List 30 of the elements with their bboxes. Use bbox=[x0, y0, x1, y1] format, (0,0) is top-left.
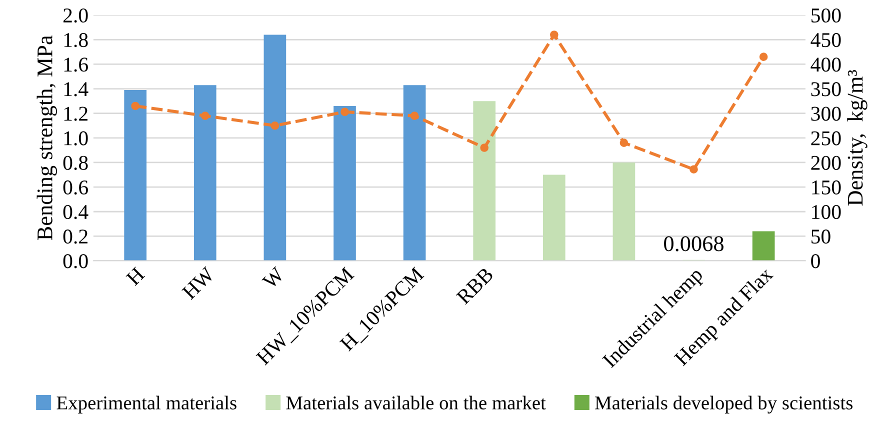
y-tick-label: 0.2 bbox=[63, 230, 88, 244]
legend-label: Materials available on the market bbox=[286, 396, 546, 410]
y2-tick-label: 150 bbox=[812, 180, 841, 194]
y-axis-title: Bending strength, MPa bbox=[36, 35, 57, 240]
legend-label: Materials developed by scientists bbox=[595, 396, 853, 414]
y2-tick-label: 250 bbox=[811, 131, 841, 146]
x-tick-label: H bbox=[126, 266, 146, 286]
y2-tick-label: 350 bbox=[811, 82, 841, 96]
y2-tick-label: 0 bbox=[811, 254, 820, 268]
y2-tick-label: 100 bbox=[812, 204, 841, 220]
y-tick-label: 1.0 bbox=[64, 131, 88, 146]
y2-tick-label: 200 bbox=[811, 156, 841, 170]
y-tick-label: 0.8 bbox=[63, 156, 88, 170]
y-tick-label: 1.2 bbox=[64, 106, 88, 121]
y-tick-label: 2.0 bbox=[63, 8, 88, 23]
y-tick-label: 0.4 bbox=[63, 204, 88, 220]
y-tick-label: 1.4 bbox=[64, 82, 88, 96]
y2-tick-label: 400 bbox=[810, 58, 841, 72]
y-tick-label: 0.6 bbox=[63, 180, 88, 195]
y2-tick-label: 500 bbox=[812, 8, 841, 23]
y-tick-label: 0.0 bbox=[63, 254, 88, 268]
data-label: 0.0068 bbox=[664, 236, 724, 252]
x-tick-label: HW bbox=[182, 266, 216, 300]
y2-tick-label: 50 bbox=[812, 230, 830, 244]
legend-label: Experimental materials bbox=[56, 396, 236, 414]
y-tick-label: 1.8 bbox=[64, 33, 88, 48]
y2-tick-label: 300 bbox=[811, 106, 841, 121]
y2-tick-label: 450 bbox=[810, 33, 841, 48]
y-tick-label: 1.6 bbox=[64, 58, 88, 72]
y2-axis-title: Density, kg/m³ bbox=[847, 70, 868, 206]
